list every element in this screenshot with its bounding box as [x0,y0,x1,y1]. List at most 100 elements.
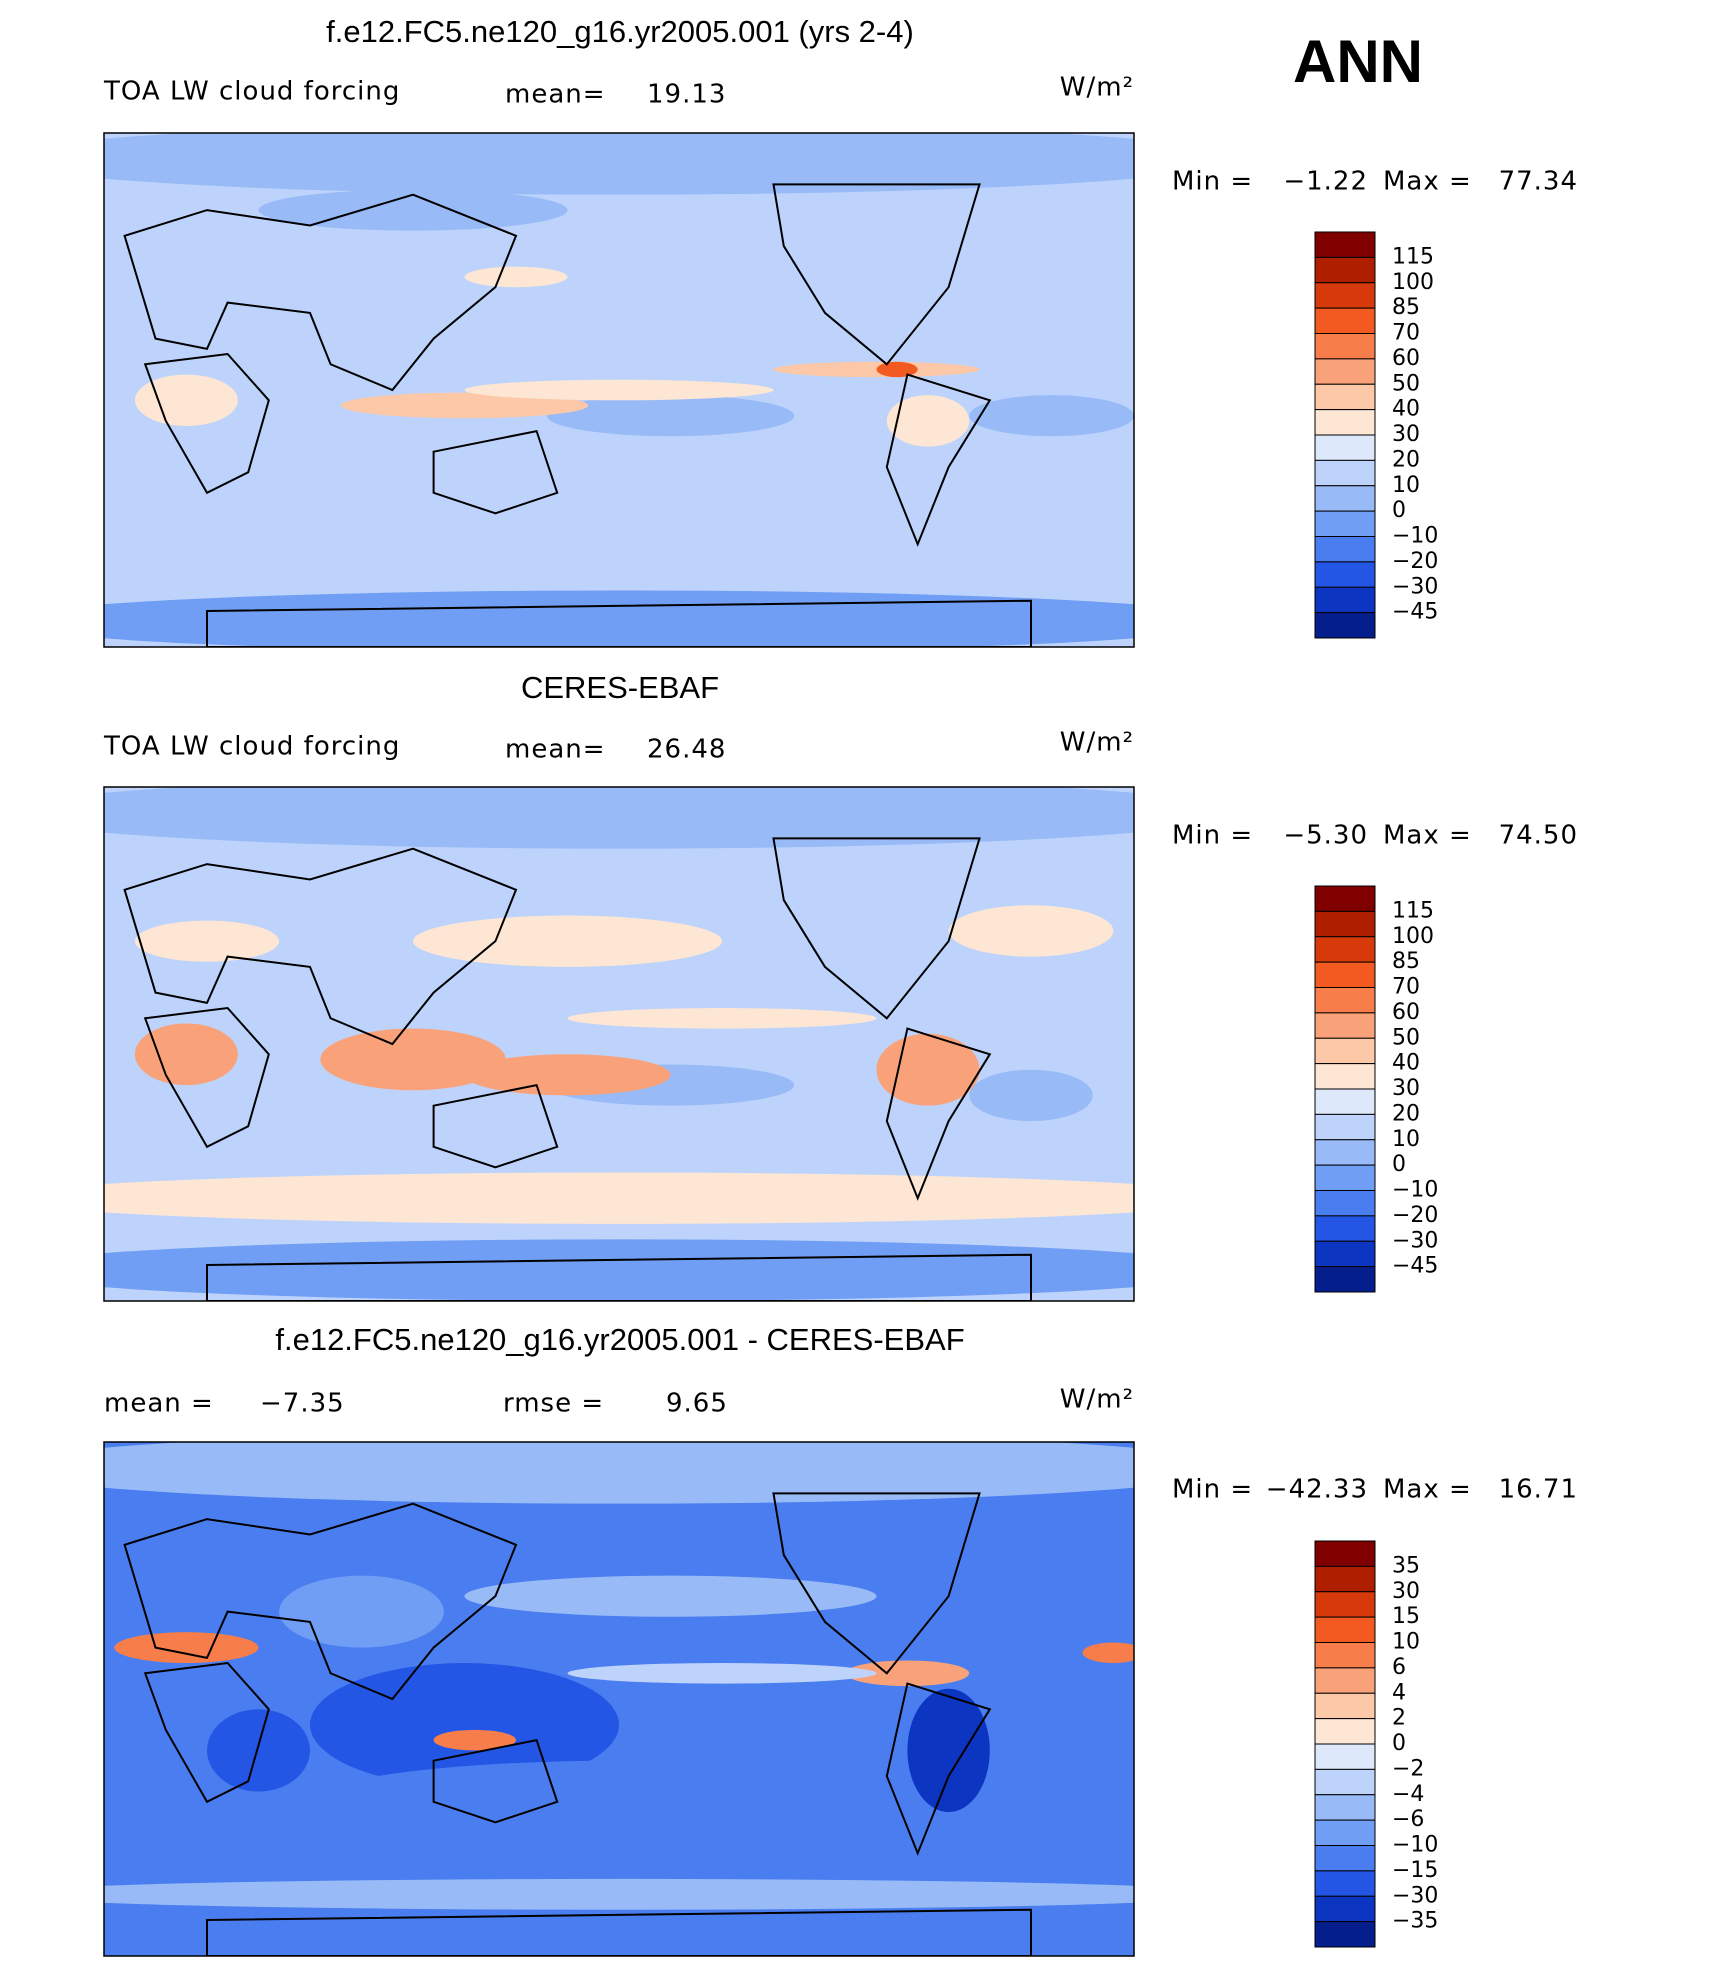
colorbar-level: −20 [1392,1203,1438,1228]
colorbar-level: −45 [1392,600,1438,625]
colorbar-box [1314,358,1376,385]
colorbar-box [1314,536,1376,563]
contour-region [340,392,589,419]
contour-region [969,395,1134,437]
contour-region [104,133,1134,195]
contour-region [886,395,970,447]
colorbar-level: 30 [1392,1579,1420,1604]
contour-region [969,1069,1093,1122]
colorbar-box [1314,459,1376,487]
colorbar-box [1314,1565,1376,1593]
units: W/m² [1060,1385,1134,1415]
colorbar-level: −10 [1392,1833,1438,1858]
colorbar-box [1314,1012,1376,1039]
colorbar-level: 50 [1392,1025,1420,1050]
max-label: Max = [1383,1475,1472,1505]
colorbar-box [1314,1240,1376,1268]
mean-label: mean = [104,1389,214,1419]
contour-region [320,1028,506,1091]
colorbar-level: −20 [1392,549,1438,574]
colorbar-level: 0 [1392,498,1406,523]
colorbar-level: 10 [1392,1630,1420,1655]
colorbar-box [1314,936,1376,963]
colorbar-level: 70 [1392,975,1420,1000]
contour-region [433,1729,516,1751]
colorbar-box [1314,1921,1376,1948]
colorbar-level: 50 [1392,371,1420,396]
colorbar-level: −35 [1392,1909,1438,1934]
panel-title: f.e12.FC5.ne120_g16.yr2005.001 - CERES-E… [275,1322,964,1357]
coastline [123,193,518,392]
colorbar-box [1314,910,1376,938]
colorbar-level: 30 [1392,422,1420,447]
coastline [143,1661,270,1804]
colorbar-level: 2 [1392,1706,1406,1731]
colorbar-box [1314,409,1376,436]
colorbar-box [1314,961,1376,988]
coastline [885,373,992,547]
contour-region [104,590,1134,647]
map-frame [103,132,1135,648]
contour-region [104,787,1134,849]
colorbar-level: 85 [1392,295,1420,320]
colorbar-box [1314,1845,1376,1872]
colorbar-box [1314,1266,1376,1293]
coastline [432,429,559,515]
colorbar-box [1314,987,1376,1014]
contour-region [948,905,1114,957]
min-label: Min = [1172,1475,1253,1505]
contour-region [413,915,722,967]
colorbar-box [1314,1642,1376,1669]
colorbar-level: 40 [1392,1051,1420,1076]
contour-region [134,920,280,962]
colorbar-box [1314,1870,1376,1897]
colorbar-level: 40 [1392,397,1420,422]
colorbar-box [1314,282,1376,309]
colorbar-level: −10 [1392,1178,1438,1203]
colorbar-level: 20 [1392,447,1420,472]
contour-region [207,1709,310,1792]
colorbar-level: 115 [1392,244,1434,269]
colorbar-box [1314,1063,1376,1090]
coastline [772,183,981,366]
contour-region [104,1442,1134,1504]
colorbar-box [1314,1667,1376,1694]
contour-region [907,1688,990,1813]
map-field [104,1442,1134,1956]
colorbar-level: 100 [1392,270,1434,295]
colorbar-level: 4 [1392,1680,1406,1705]
map-frame [103,786,1135,1302]
contour-region [464,379,774,401]
colorbar-box [1314,485,1376,512]
coastline [206,1253,1032,1301]
colorbar-box [1314,885,1376,912]
colorbar-box [1314,1088,1376,1115]
coastline [772,1492,981,1675]
map [103,1441,1135,1957]
coastline [206,1908,1032,1956]
rmse-label: rmse = [503,1389,604,1419]
colorbar-box [1314,612,1376,639]
mean-value: −7.35 [260,1389,345,1419]
season-label: ANN [1293,28,1423,95]
coastline [885,1682,992,1856]
colorbar-level: −30 [1392,1228,1438,1253]
coastline [143,352,270,495]
colorbar-level: 70 [1392,321,1420,346]
colorbar-level: 85 [1392,949,1420,974]
mean-label: mean= [505,80,606,110]
contour-region [134,374,238,426]
coastline [123,1502,518,1701]
panel-title: CERES-EBAF [521,670,719,705]
colorbar-level: 35 [1392,1553,1420,1578]
colorbar-box [1314,1215,1376,1242]
colorbar-level: 115 [1392,898,1434,923]
coastline [206,599,1032,647]
map-frame [103,1441,1135,1957]
contour-region [258,189,568,231]
map-field [104,133,1134,647]
colorbar-box [1314,1037,1376,1065]
map [103,786,1135,1302]
